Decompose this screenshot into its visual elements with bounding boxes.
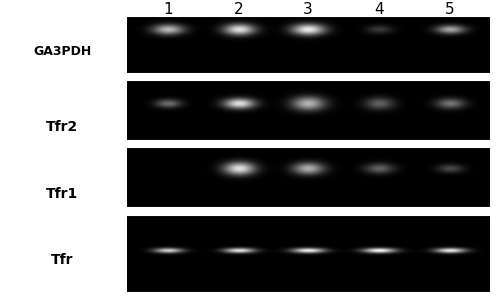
Text: 5: 5 (445, 2, 455, 16)
Text: Tfr: Tfr (52, 253, 74, 267)
Text: 1: 1 (163, 2, 173, 16)
Text: 4: 4 (374, 2, 384, 16)
Text: 2: 2 (234, 2, 244, 16)
Text: 3: 3 (303, 2, 313, 16)
Text: GA3PDH: GA3PDH (34, 45, 92, 58)
Text: Tfr1: Tfr1 (46, 188, 78, 201)
Text: Tfr2: Tfr2 (46, 120, 78, 134)
